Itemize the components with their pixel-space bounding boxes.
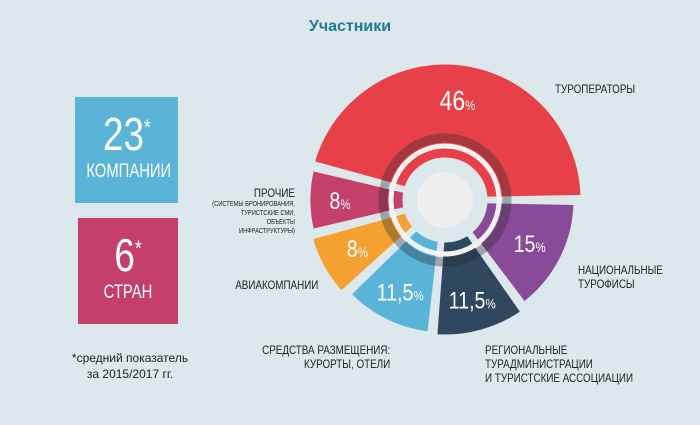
countries-stat: 6* СТРАН (78, 218, 178, 324)
companies-stat: 23* КОМПАНИИ (75, 97, 178, 203)
companies-label: КОМПАНИИ (86, 161, 172, 182)
pie-slice (307, 207, 419, 298)
slice-value-label: 11,5% (449, 286, 496, 313)
label-other: ПРОЧИЕ (СИСТЕМЫ БРОНИРОВАНИЯ, ТУРИСТСКИЕ… (212, 186, 295, 235)
slice-value-label: 8% (347, 235, 368, 262)
footnote-line: *средний показатель (71, 351, 189, 365)
label-tour-operators: ТУРОПЕРАТОРЫ (555, 82, 636, 96)
label-accommodation: СРЕДСТВА РАЗМЕЩЕНИЯ: КУРОРТЫ, ОТЕЛИ (261, 343, 390, 371)
pie-slice (465, 198, 579, 308)
label-regional: РЕГИОНАЛЬНЫЕ ТУРАДМИНИСТРАЦИИ И ТУРИСТСКИЕ… (485, 343, 634, 385)
slice-value-label: 46% (440, 86, 476, 117)
chart-title: Участники (308, 18, 392, 35)
footnote-line: за 2015/2017 гг. (86, 367, 174, 381)
slice-value-label: 8% (329, 187, 350, 214)
countries-label: СТРАН (103, 282, 153, 303)
slice-value-label: 15% (514, 230, 546, 257)
label-airlines: АВИАКОМПАНИИ (234, 278, 318, 292)
pie-slice (432, 229, 527, 340)
pie-slice (305, 165, 410, 235)
inner-white-ring (388, 143, 502, 257)
center-disc (417, 172, 473, 228)
label-national: НАЦИОНАЛЬНЫЕ ТУРОФИСЫ (578, 263, 663, 291)
footnote: *средний показатель за 2015/2017 гг. (40, 350, 220, 382)
countries-count: 6* (114, 229, 142, 281)
slice-value-label: 11,5% (377, 279, 424, 306)
pie-slice (344, 224, 444, 337)
pie-slice (308, 59, 586, 202)
companies-count: 23* (102, 108, 151, 160)
inner-shadow-ring (378, 133, 512, 267)
